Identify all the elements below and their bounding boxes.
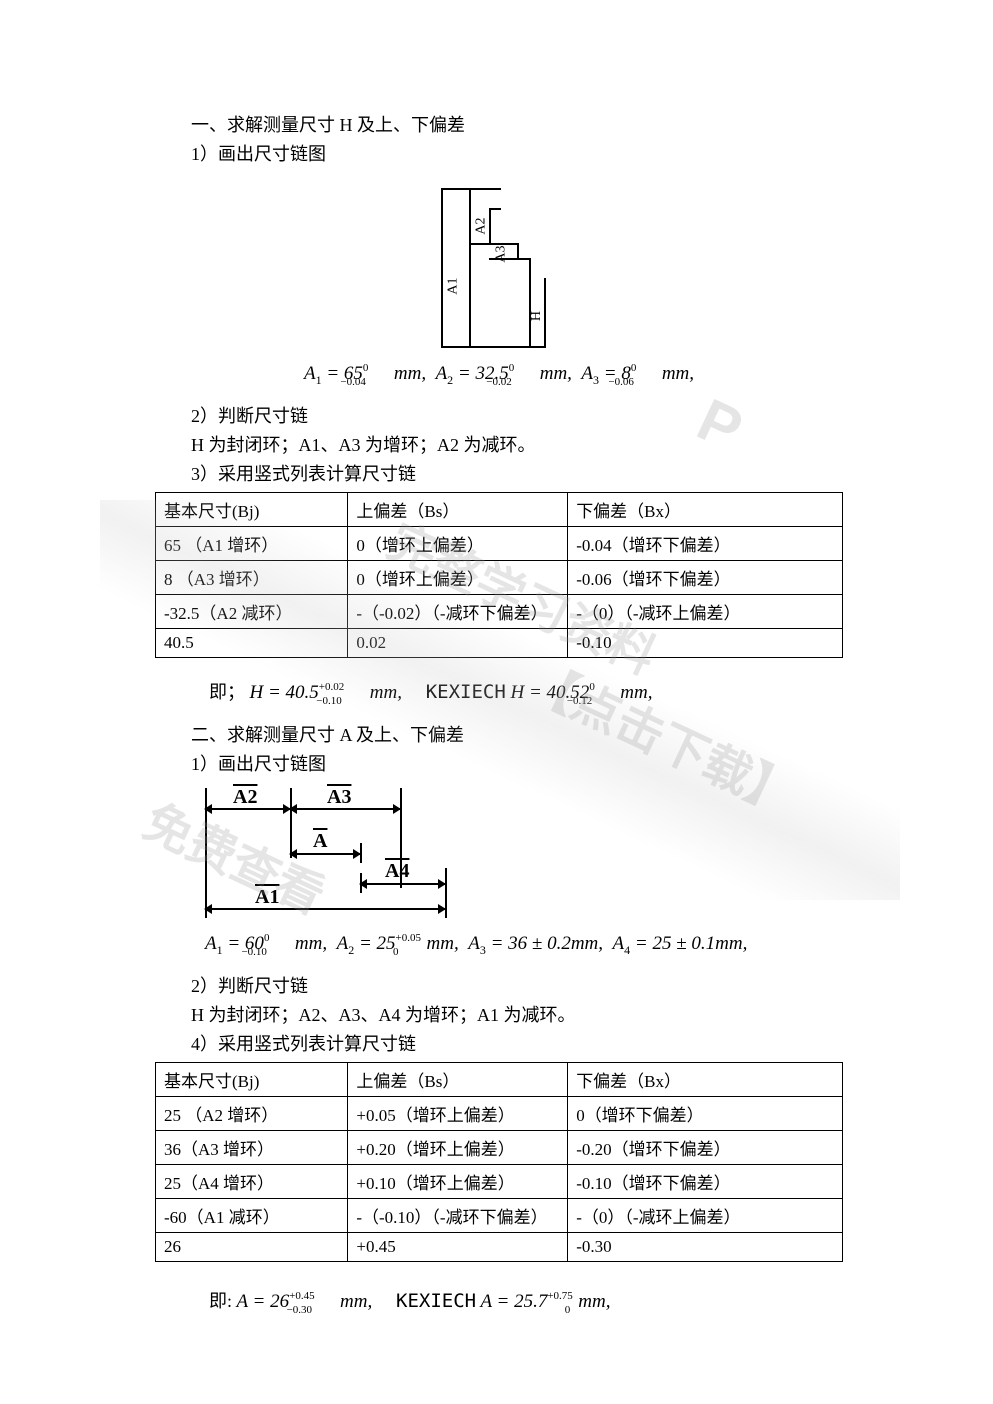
table-row: 基本尺寸(Bj) 上偏差（Bs） 下偏差（Bx） (156, 1063, 843, 1097)
section2-judge: H 为封闭环；A2、A3、A4 为增环；A1 为减环。 (155, 1002, 843, 1029)
table-cell: 0（增环上偏差） (348, 526, 568, 560)
table-header: 基本尺寸(Bj) (156, 492, 348, 526)
table-cell: -0.20（增环下偏差） (568, 1131, 843, 1165)
table-row: 65 （A1 增环）0（增环上偏差）-0.04（增环下偏差） (156, 526, 843, 560)
diag2-label-a4: A4 (385, 860, 409, 883)
diag2-label-a3: A3 (327, 786, 351, 809)
section2-result: A = 26+0.45−0.30mm, KEXIECH A = 25.7+0.7… (237, 1291, 611, 1312)
table-2: 基本尺寸(Bj) 上偏差（Bs） 下偏差（Bx） 25 （A2 增环）+0.05… (155, 1062, 843, 1262)
section1-result: H = 40.5+0.02−0.10mm, KEXIECH H = 40.520… (250, 682, 653, 703)
section1-result-prefix: 即； (209, 682, 245, 702)
table-cell: -（-0.02）（-减环下偏差） (348, 594, 568, 628)
table-cell: 25 （A2 增环） (156, 1097, 348, 1131)
section2-equation: A1 = 600−0.10mm, A2 = 25+0.050mm, A3 = 3… (205, 933, 843, 958)
table-cell: -0.06（增环下偏差） (568, 560, 843, 594)
table-cell: -0.10（增环下偏差） (568, 1165, 843, 1199)
table-cell: -（-0.10）（-减环下偏差） (348, 1199, 568, 1233)
section1-judge: H 为封闭环；A1、A3 为增环；A2 为减环。 (155, 432, 843, 459)
table-row: -60（A1 减环）-（-0.10）（-减环下偏差）-（0）（-减环上偏差） (156, 1199, 843, 1233)
table-header: 下偏差（Bx） (568, 1063, 843, 1097)
table-cell: -60（A1 减环） (156, 1199, 348, 1233)
table-row: 基本尺寸(Bj) 上偏差（Bs） 下偏差（Bx） (156, 492, 843, 526)
table-cell: +0.45 (348, 1233, 568, 1262)
section2-title: 二、求解测量尺寸 A 及上、下偏差 (155, 722, 843, 749)
table-header: 基本尺寸(Bj) (156, 1063, 348, 1097)
table-row: 36（A3 增环）+0.20（增环上偏差）-0.20（增环下偏差） (156, 1131, 843, 1165)
table-row: 8 （A3 增环）0（增环上偏差）-0.06（增环下偏差） (156, 560, 843, 594)
diag1-label-a2: A2 (474, 217, 490, 234)
diag1-label-a1: A1 (446, 277, 462, 294)
table-cell: 65 （A1 增环） (156, 526, 348, 560)
table-cell: 40.5 (156, 628, 348, 657)
section1-equation: A1 = 650−0.04mm, A2 = 32.50−0.02mm, A3 =… (155, 363, 843, 388)
section2-step2: 2）判断尺寸链 (155, 973, 843, 1000)
table-cell: -0.30 (568, 1233, 843, 1262)
table-header: 上偏差（Bs） (348, 492, 568, 526)
table-cell: -0.10 (568, 628, 843, 657)
table-header: 下偏差（Bx） (568, 492, 843, 526)
diag1-label-h: H (529, 311, 545, 321)
section1-step2: 2）判断尺寸链 (155, 403, 843, 430)
table-header: 上偏差（Bs） (348, 1063, 568, 1097)
table-cell: +0.05（增环上偏差） (348, 1097, 568, 1131)
table-cell: 36（A3 增环） (156, 1131, 348, 1165)
table-cell: 8 （A3 增环） (156, 560, 348, 594)
table-row: 40.50.02-0.10 (156, 628, 843, 657)
diag2-label-a1: A1 (255, 886, 279, 909)
table-cell: 0（增环上偏差） (348, 560, 568, 594)
diag2-label-a: A (313, 830, 327, 853)
diag2-label-a2: A2 (233, 786, 257, 809)
table-row: 25（A4 增环）+0.10（增环上偏差）-0.10（增环下偏差） (156, 1165, 843, 1199)
diagram-2: A2 A3 A A4 A1 (205, 788, 445, 918)
table-cell: -32.5（A2 减环） (156, 594, 348, 628)
section2-step1: 1）画出尺寸链图 (155, 751, 843, 778)
table-cell: 26 (156, 1233, 348, 1262)
table-cell: +0.20（增环上偏差） (348, 1131, 568, 1165)
section1-step1: 1）画出尺寸链图 (155, 141, 843, 168)
table-row: 25 （A2 增环）+0.05（增环上偏差）0（增环下偏差） (156, 1097, 843, 1131)
section2-step3: 4）采用竖式列表计算尺寸链 (155, 1031, 843, 1058)
table-cell: -（0）（-减环上偏差） (568, 1199, 843, 1233)
diag1-label-a3: A3 (494, 245, 510, 262)
table-cell: 0（增环下偏差） (568, 1097, 843, 1131)
table-cell: +0.10（增环上偏差） (348, 1165, 568, 1199)
section2-result-prefix: 即: (209, 1291, 232, 1311)
diagram-1: A1 A2 A3 H (429, 188, 569, 348)
table-row: -32.5（A2 减环）-（-0.02）（-减环下偏差）-（0）（-减环上偏差） (156, 594, 843, 628)
table-cell: -（0）（-减环上偏差） (568, 594, 843, 628)
table-row: 26+0.45-0.30 (156, 1233, 843, 1262)
page-content: 一、求解测量尺寸 H 及上、下偏差 1）画出尺寸链图 A1 A2 A3 H A1… (0, 0, 993, 1379)
section1-step3: 3）采用竖式列表计算尺寸链 (155, 461, 843, 488)
section1-title: 一、求解测量尺寸 H 及上、下偏差 (155, 112, 843, 139)
table-1: 基本尺寸(Bj) 上偏差（Bs） 下偏差（Bx） 65 （A1 增环）0（增环上… (155, 492, 843, 658)
table-cell: 25（A4 增环） (156, 1165, 348, 1199)
table-cell: 0.02 (348, 628, 568, 657)
table-cell: -0.04（增环下偏差） (568, 526, 843, 560)
